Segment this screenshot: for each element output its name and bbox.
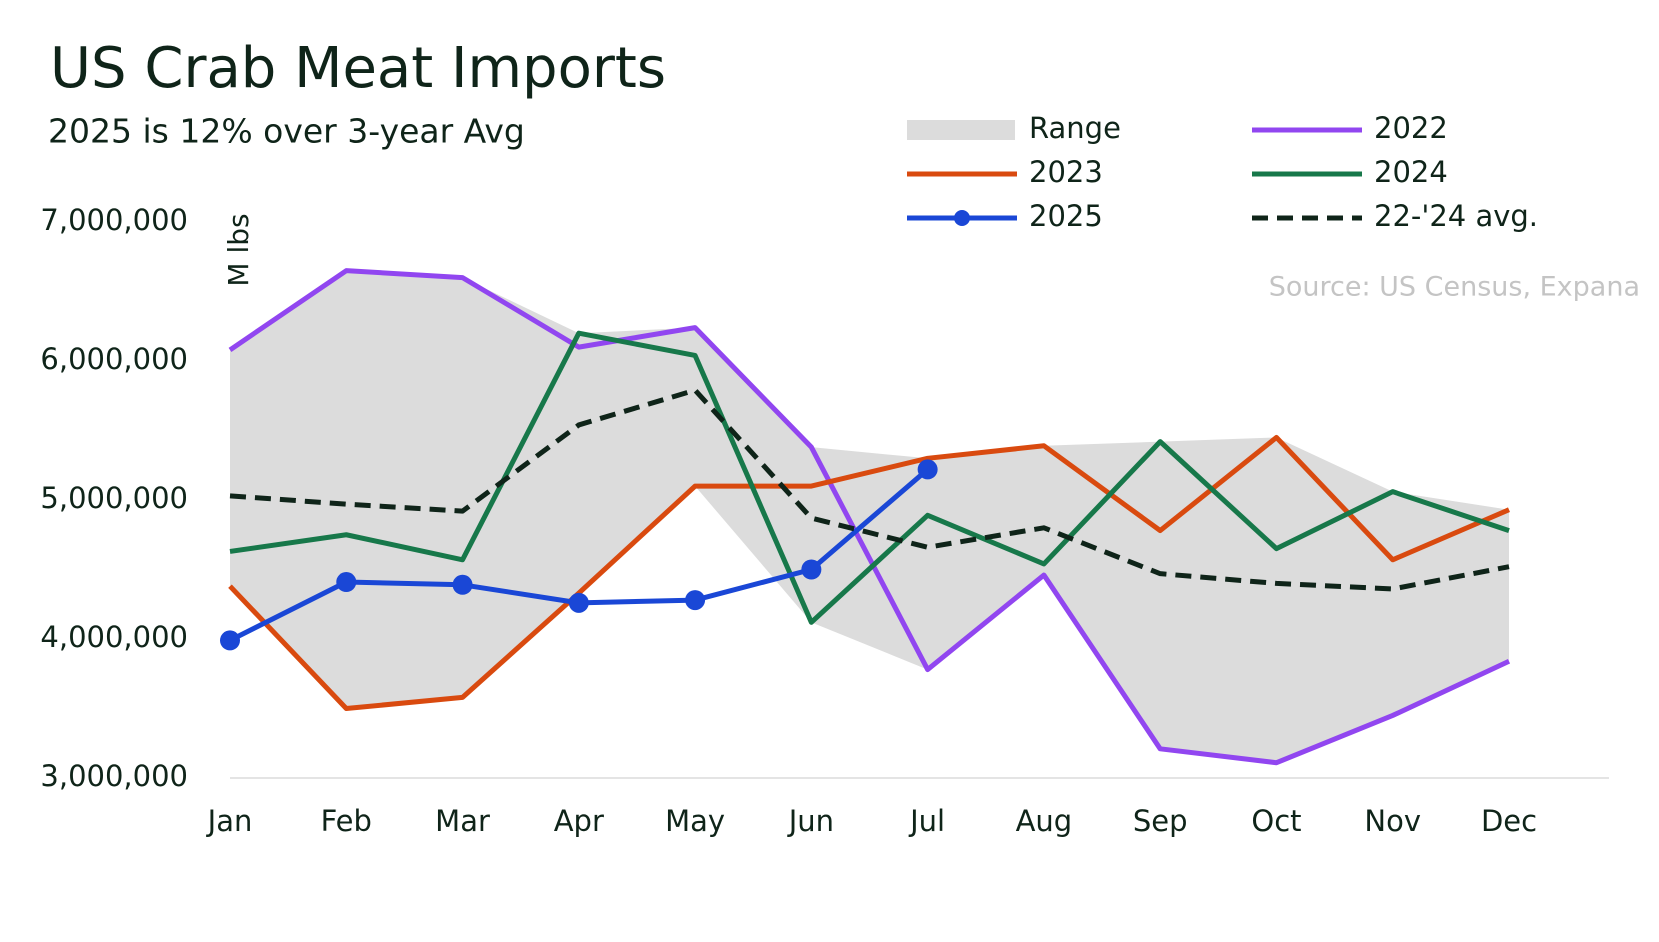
x-tick-label: Mar	[435, 804, 490, 838]
x-tick-label: Feb	[321, 804, 372, 838]
x-tick-label: Apr	[554, 804, 604, 838]
series-line	[228, 434, 1510, 711]
x-tick-label: May	[665, 804, 725, 838]
x-tick-label: Jun	[787, 804, 834, 838]
series-marker	[336, 572, 357, 593]
legend-label: Range	[1029, 111, 1121, 145]
series-line	[229, 330, 1510, 625]
x-tick-label: Jul	[908, 804, 945, 838]
series-marker	[220, 630, 240, 651]
chart-title: US Crab Meat Imports	[50, 36, 666, 101]
x-tick-label: Sep	[1133, 804, 1188, 838]
y-tick-label: 6,000,000	[40, 342, 188, 376]
series-line	[228, 268, 1511, 766]
x-tick-label: Jan	[206, 804, 253, 838]
series-marker	[917, 459, 938, 480]
source-note: Source: US Census, Expana	[1269, 272, 1640, 303]
series-marker	[801, 559, 822, 580]
legend-label: 2024	[1374, 155, 1448, 189]
legend-label: 2022	[1374, 111, 1448, 145]
series-marker	[685, 590, 706, 611]
x-tick-label: Dec	[1481, 804, 1537, 838]
chart-subtitle: 2025 is 12% over 3-year Avg	[48, 112, 525, 151]
legend-marker	[954, 210, 970, 226]
y-tick-label: 5,000,000	[40, 481, 188, 515]
y-tick-label: 7,000,000	[40, 203, 188, 237]
x-tick-label: Aug	[1016, 804, 1073, 838]
series-line	[229, 387, 1510, 592]
x-tick-label: Nov	[1364, 804, 1421, 838]
legend-label: 2023	[1029, 155, 1103, 189]
y-tick-label: 4,000,000	[40, 620, 188, 654]
x-tick-label: Oct	[1251, 804, 1301, 838]
y-tick-label: 3,000,000	[40, 759, 188, 793]
legend-swatch	[907, 120, 1015, 140]
series-marker	[452, 574, 473, 595]
legend-label: 2025	[1029, 199, 1103, 233]
series-marker	[568, 592, 589, 613]
legend-label: 22-'24 avg.	[1374, 199, 1538, 233]
y-axis-label: M lbs	[222, 213, 255, 286]
